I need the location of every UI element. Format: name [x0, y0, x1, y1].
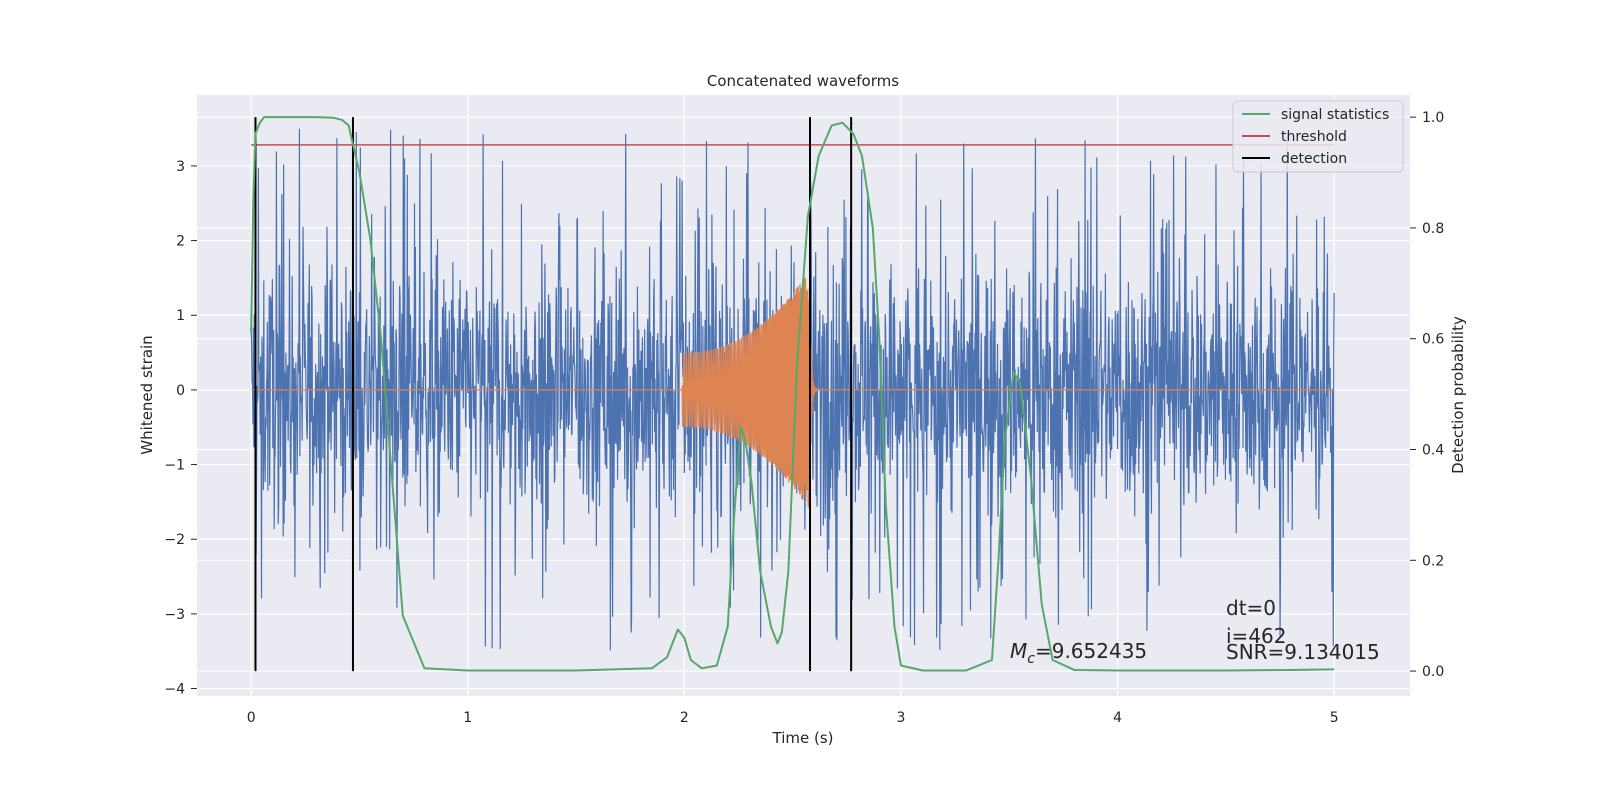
y-right-axis-ticks: 0.0 0.2 0.4 0.6 0.8 1.0: [1410, 110, 1444, 680]
x-tick-label: 3: [897, 710, 906, 726]
template-line: [251, 277, 1335, 508]
x-tick-label: 5: [1330, 710, 1339, 726]
y-axis-label-right: Detection probability: [1449, 316, 1467, 474]
y-left-axis-ticks: −4 −3 −2 −1 0 1 2 3: [164, 159, 197, 698]
chart-title: Concatenated waveforms: [707, 72, 899, 90]
mc-annotation: Mc=9.652435: [1010, 639, 1147, 667]
y-left-tick-label: −4: [164, 682, 185, 698]
y-left-tick-label: −3: [164, 607, 185, 623]
x-axis-ticks: 0 1 2 3 4 5: [247, 710, 1339, 726]
mc-subscript: c: [1027, 651, 1035, 667]
y-right-tick-label: 0.0: [1422, 664, 1444, 680]
y-right-tick-label: 0.2: [1422, 553, 1444, 569]
y-right-tick-label: 1.0: [1422, 110, 1444, 126]
x-tick-label: 4: [1113, 710, 1122, 726]
mc-value: =9.652435: [1035, 639, 1147, 663]
legend-label-detection: detection: [1281, 151, 1347, 167]
mc-symbol: M: [1010, 639, 1027, 663]
x-axis-label: Time (s): [772, 729, 834, 747]
y-left-tick-label: −1: [164, 458, 185, 474]
y-right-tick-label: 0.8: [1422, 221, 1444, 237]
legend-label-threshold: threshold: [1281, 129, 1347, 145]
y-left-tick-label: 2: [176, 234, 185, 250]
legend-label-signal-statistics: signal statistics: [1281, 107, 1389, 123]
x-tick-label: 0: [247, 710, 256, 726]
y-axis-label-left: Whitened strain: [138, 335, 156, 454]
y-left-tick-label: 3: [176, 159, 185, 175]
x-tick-label: 2: [680, 710, 689, 726]
y-left-tick-label: −2: [164, 532, 185, 548]
signal-statistics-line: [250, 116, 1335, 672]
y-right-tick-label: 0.4: [1422, 443, 1444, 459]
legend-box: [1232, 100, 1404, 173]
legend: signal statistics threshold detection: [1232, 100, 1404, 173]
y-left-tick-label: 0: [176, 383, 185, 399]
y-right-tick-label: 0.6: [1422, 332, 1444, 348]
x-tick-label: 1: [463, 710, 472, 726]
snr-annotation: SNR=9.134015: [1226, 640, 1380, 664]
y-left-tick-label: 1: [176, 308, 185, 324]
i-annotation: i=462: [1226, 624, 1287, 648]
signal-statistics-series: [250, 116, 1335, 672]
dt-annotation: dt=0: [1226, 596, 1276, 620]
template-series: [251, 277, 1335, 508]
